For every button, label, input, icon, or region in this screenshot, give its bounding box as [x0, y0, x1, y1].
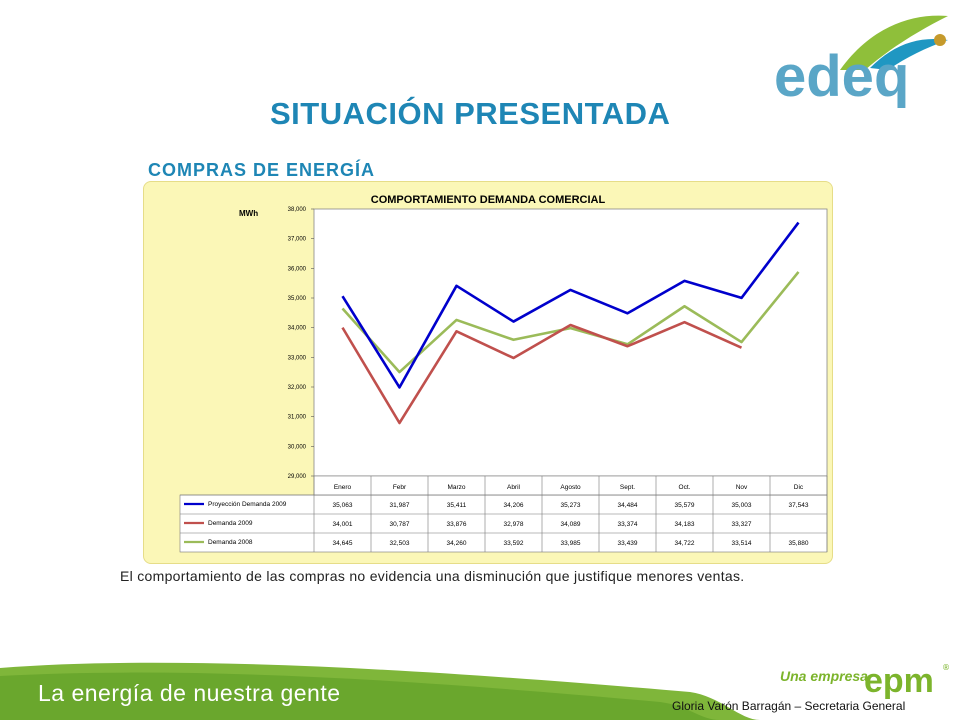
y-tick-label: 29,000	[288, 474, 307, 480]
data-label: 35,063	[333, 502, 353, 509]
data-label: 33,514	[732, 540, 752, 547]
logo-text: edeq	[774, 44, 909, 109]
edeq-logo: edeq	[774, 15, 948, 109]
chart-caption: El comportamiento de las compras no evid…	[120, 568, 745, 584]
x-category-label: Enero	[334, 484, 352, 491]
data-label: 35,411	[447, 502, 467, 509]
y-tick-label: 38,000	[288, 207, 307, 213]
data-label: 34,484	[618, 502, 638, 509]
x-category-label: Febr	[393, 484, 407, 491]
section-subtitle: COMPRAS DE ENERGÍA	[148, 160, 376, 180]
legend-entry: Proyección Demanda 2009	[208, 501, 287, 508]
x-category-label: Abril	[507, 484, 521, 491]
y-tick-label: 35,000	[288, 296, 307, 302]
una-empresa-label: Una empresa	[780, 668, 868, 684]
data-label: 31,987	[390, 502, 410, 509]
epm-logo-text: epm	[864, 662, 934, 700]
x-category-label: Nov	[736, 484, 748, 491]
logo-leaves-icon	[840, 15, 948, 70]
y-tick-label: 33,000	[288, 355, 307, 361]
registered-icon: ®	[942, 663, 950, 672]
epm-logo: epm ®	[864, 662, 950, 700]
y-tick-label: 30,000	[288, 444, 307, 450]
data-label: 35,579	[675, 502, 695, 509]
y-tick-label: 37,000	[288, 237, 307, 243]
legend-entry: Demanda 2008	[208, 539, 253, 546]
y-tick-label: 34,000	[288, 326, 307, 332]
x-category-label: Oct.	[679, 484, 691, 491]
x-category-label: Sept.	[620, 484, 635, 491]
data-label: 33,374	[618, 521, 638, 528]
data-label: 34,001	[333, 521, 353, 528]
data-label: 33,876	[447, 521, 467, 528]
x-category-label: Agosto	[560, 484, 581, 491]
data-label: 34,722	[675, 540, 695, 547]
x-category-label: Dic	[794, 484, 804, 491]
data-label: 34,183	[675, 521, 695, 528]
y-tick-label: 32,000	[288, 385, 307, 391]
data-label: 33,439	[618, 540, 638, 547]
data-label: 33,985	[561, 540, 581, 547]
footer-band	[0, 662, 760, 720]
y-axis-label: MWh	[239, 209, 258, 218]
data-label: 37,543	[789, 502, 809, 509]
x-category-label: Marzo	[447, 484, 465, 491]
data-label: 34,089	[561, 521, 581, 528]
chart-panel: COMPORTAMIENTO DEMANDA COMERCIAL MWh 29,00…	[143, 181, 833, 564]
data-label: 33,327	[732, 521, 752, 528]
data-label: 30,787	[390, 521, 410, 528]
series-line-demanda-2009	[341, 320, 743, 425]
data-label: 33,592	[504, 540, 524, 547]
data-table-body	[179, 494, 828, 553]
demand-line-chart: COMPORTAMIENTO DEMANDA COMERCIAL MWh 29,00…	[179, 194, 828, 553]
data-label: 35,880	[789, 540, 809, 547]
y-tick-label: 31,000	[288, 415, 307, 421]
data-label: 32,978	[504, 521, 524, 528]
legend-entry: Demanda 2009	[208, 520, 253, 527]
plot-area	[313, 208, 828, 477]
data-label: 34,260	[447, 540, 467, 547]
data-label: 35,273	[561, 502, 581, 509]
page-title: SITUACIÓN PRESENTADA	[270, 96, 671, 131]
author-credit: Gloria Varón Barragán – Secretaria Gener…	[672, 699, 906, 713]
chart-title: COMPORTAMIENTO DEMANDA COMERCIAL	[371, 194, 606, 206]
data-label: 34,645	[333, 540, 353, 547]
data-label: 32,503	[390, 540, 410, 547]
footer-tagline: La energía de nuestra gente	[38, 680, 341, 706]
y-tick-label: 36,000	[288, 266, 307, 272]
data-label: 34,206	[504, 502, 524, 509]
data-label: 35,003	[732, 502, 752, 509]
